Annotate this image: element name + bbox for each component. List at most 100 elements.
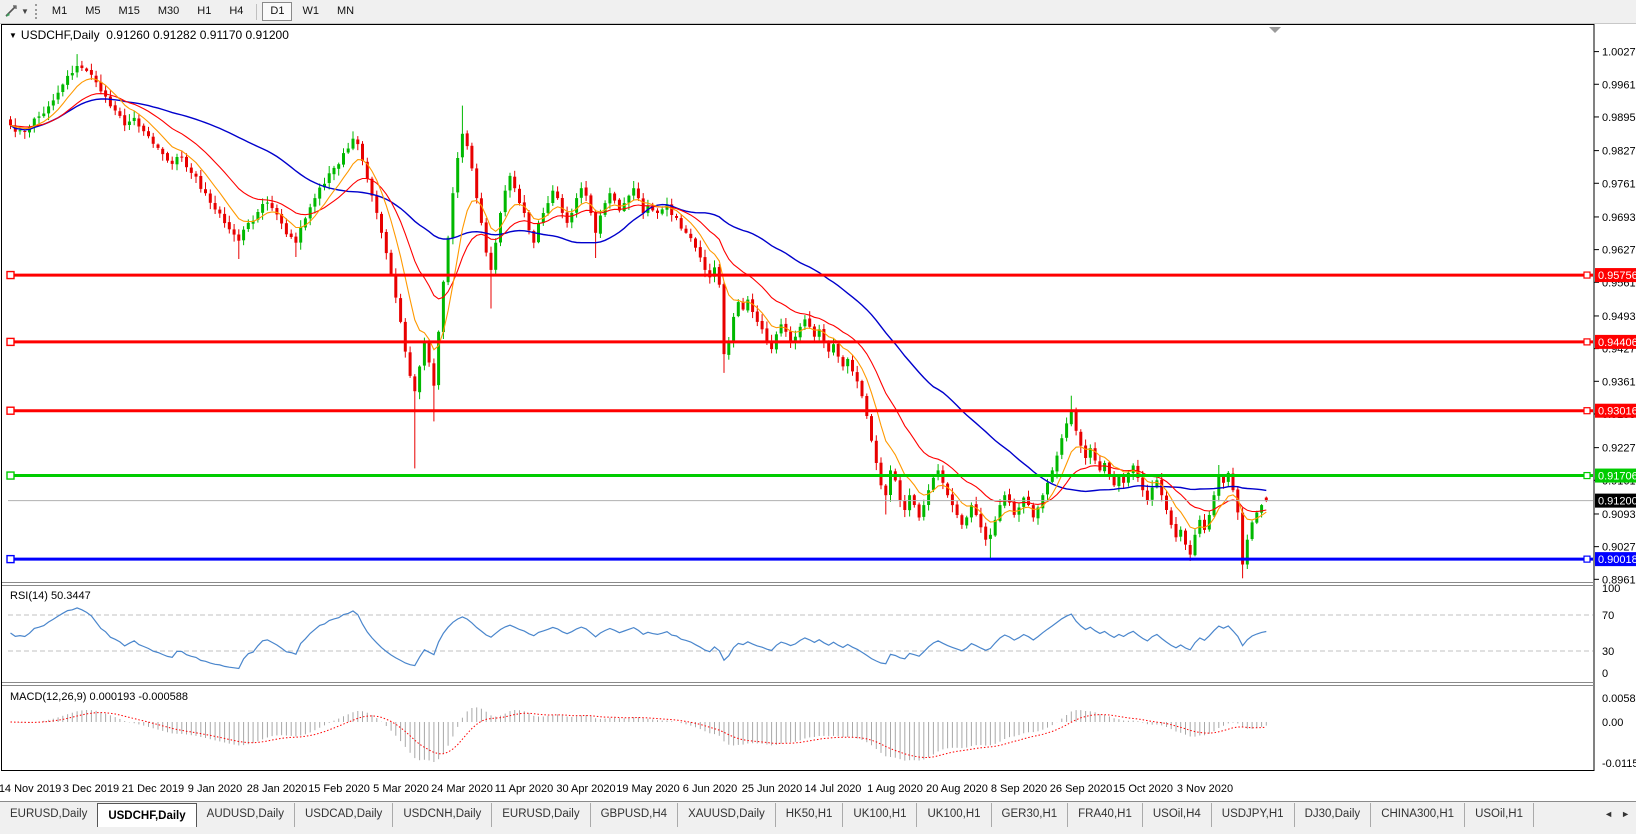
tab-scroll-left-icon[interactable]: ◄ [1604, 809, 1614, 819]
timeframe-button-d1[interactable]: D1 [262, 2, 293, 21]
timeframe-button-m30[interactable]: M30 [157, 5, 180, 17]
chart-tab-dj30-daily[interactable]: DJ30,Daily [1295, 803, 1372, 827]
svg-text:21 Dec 2019: 21 Dec 2019 [122, 783, 184, 795]
svg-text:30 Apr 2020: 30 Apr 2020 [556, 783, 615, 795]
chart-title: ▼ USDCHF,Daily 0.91260 0.91282 0.91170 0.… [9, 28, 289, 42]
svg-text:0.94406: 0.94406 [1598, 337, 1636, 349]
svg-text:14 Nov 2019: 14 Nov 2019 [0, 783, 61, 795]
chart-shift-marker-icon[interactable] [1269, 27, 1281, 33]
chevron-down-icon[interactable]: ▼ [21, 7, 29, 16]
chart-tab-ger30-h1[interactable]: GER30,H1 [992, 803, 1069, 827]
timeframe-button-m5[interactable]: M5 [85, 5, 101, 17]
svg-text:11 Apr 2020: 11 Apr 2020 [495, 783, 554, 795]
level-line-0.94406[interactable]: 0.94406 [6, 334, 1636, 349]
line-studies-icon[interactable] [2, 4, 20, 20]
chart-tab-hk50-h1[interactable]: HK50,H1 [776, 803, 844, 827]
level-line-0.95756[interactable]: 0.95756 [6, 268, 1636, 283]
svg-text:0.90018: 0.90018 [1598, 554, 1636, 566]
level-line-0.91706[interactable]: 0.91706 [6, 468, 1636, 483]
ma-mid-line [10, 93, 1267, 513]
chart-tab-usdjpy-h1[interactable]: USDJPY,H1 [1212, 803, 1295, 827]
svg-text:24 Mar 2020: 24 Mar 2020 [431, 783, 493, 795]
chart-tab-gbpusd-h4[interactable]: GBPUSD,H4 [591, 803, 679, 827]
svg-text:26 Sep 2020: 26 Sep 2020 [1050, 783, 1112, 795]
ma-fast-line [10, 78, 1267, 530]
chart-tab-eurusd-daily[interactable]: EURUSD,Daily [10, 808, 88, 820]
chart-tab-uk100-h1[interactable]: UK100,H1 [917, 803, 992, 827]
svg-text:8 Sep 2020: 8 Sep 2020 [991, 783, 1047, 795]
chart-tab-fra40-h1[interactable]: FRA40,H1 [1068, 803, 1143, 827]
svg-text:30: 30 [1602, 646, 1614, 658]
svg-text:0.91706: 0.91706 [1598, 471, 1636, 483]
timeframe-button-m1[interactable]: M1 [51, 5, 68, 17]
svg-text:0.89610: 0.89610 [1602, 574, 1636, 586]
chart-tab-bar: EURUSD,Daily USDCHF,Daily AUDUSD,Daily USDC… [0, 801, 1636, 834]
chart-tab-eurusd-daily[interactable]: EURUSD,Daily [492, 803, 591, 827]
macd-indicator-label: MACD(12,26,9) 0.000193 -0.000588 [10, 691, 188, 703]
svg-text:14 Jul 2020: 14 Jul 2020 [805, 783, 862, 795]
date-scale[interactable]: 14 Nov 2019 3 Dec 2019 21 Dec 2019 9 Jan 20… [0, 783, 1233, 795]
level-line-0.93016[interactable]: 0.93016 [6, 403, 1636, 418]
candlestick-series [9, 54, 1268, 579]
rsi-panel: 100 70 30 0 [8, 583, 1620, 680]
rsi-indicator-label: RSI(14) 50.3447 [10, 590, 91, 602]
svg-text:20 Aug 2020: 20 Aug 2020 [926, 783, 988, 795]
chart-tab-usdcnh-daily[interactable]: USDCNH,Daily [393, 803, 493, 827]
svg-text:5 Mar 2020: 5 Mar 2020 [373, 783, 429, 795]
chart-tab-china300-h1[interactable]: CHINA300,H1 [1371, 803, 1466, 827]
timeframe-button-h1[interactable]: H1 [197, 5, 212, 17]
svg-text:0.91200: 0.91200 [1598, 496, 1636, 508]
svg-text:0.00: 0.00 [1602, 717, 1623, 729]
svg-text:0.005818: 0.005818 [1602, 693, 1636, 705]
svg-text:-0.01151: -0.01151 [1602, 758, 1636, 770]
svg-text:100: 100 [1602, 583, 1620, 595]
chart-tab-uk100-h1[interactable]: UK100,H1 [843, 803, 918, 827]
chart-tab-usdchf-daily[interactable]: USDCHF,Daily [97, 803, 197, 827]
toolbar-grip[interactable] [34, 4, 37, 19]
svg-text:9 Jan 2020: 9 Jan 2020 [188, 783, 242, 795]
chart-tab-usdcad-daily[interactable]: USDCAD,Daily [295, 803, 394, 827]
svg-text:15 Feb 2020: 15 Feb 2020 [308, 783, 370, 795]
svg-text:15 Oct 2020: 15 Oct 2020 [1113, 783, 1173, 795]
chart-tab-xauusd-daily[interactable]: XAUUSD,Daily [678, 803, 776, 827]
svg-text:1 Aug 2020: 1 Aug 2020 [867, 783, 923, 795]
svg-text:28 Jan 2020: 28 Jan 2020 [247, 783, 308, 795]
chart-title-symbol: USDCHF,Daily [20, 28, 100, 42]
svg-text:0: 0 [1602, 668, 1608, 680]
svg-text:19 May 2020: 19 May 2020 [616, 783, 680, 795]
rsi-line [10, 607, 1267, 670]
chart-tab-usoil-h1[interactable]: USOil,H1 [1465, 803, 1534, 827]
ma-slow-line [10, 98, 1267, 493]
toolbar-separator [256, 3, 258, 20]
timeframe-button-w1[interactable]: W1 [302, 5, 319, 17]
level-line-0.90018[interactable]: 0.90018 [6, 552, 1636, 567]
timeframe-toolbar: ▼ M1 M5 M15 M30 H1 H4 D1 W1 MN [0, 0, 1636, 24]
chart-tab-usoil-h4[interactable]: USOil,H4 [1143, 803, 1212, 827]
tab-scroll-right-icon[interactable]: ► [1621, 809, 1630, 819]
chart-tab-audusd-daily[interactable]: AUDUSD,Daily [197, 803, 295, 827]
chart-window-border [1, 24, 1595, 771]
svg-text:0.95756: 0.95756 [1598, 270, 1636, 282]
svg-text:25 Jun 2020: 25 Jun 2020 [742, 783, 803, 795]
collapse-triangle-icon[interactable]: ▼ [9, 31, 17, 40]
macd-panel: 0.005818 0.00 -0.01151 [10, 693, 1636, 770]
timeframe-button-m15[interactable]: M15 [118, 5, 140, 17]
chart-title-ohlc: 0.91260 0.91282 0.91170 0.91200 [106, 28, 289, 42]
timeframe-button-h4[interactable]: H4 [229, 5, 244, 17]
timeframe-button-mn[interactable]: MN [336, 5, 355, 17]
tab-scroll-controls: ◄ ► [1596, 802, 1636, 826]
svg-text:70: 70 [1602, 610, 1614, 622]
